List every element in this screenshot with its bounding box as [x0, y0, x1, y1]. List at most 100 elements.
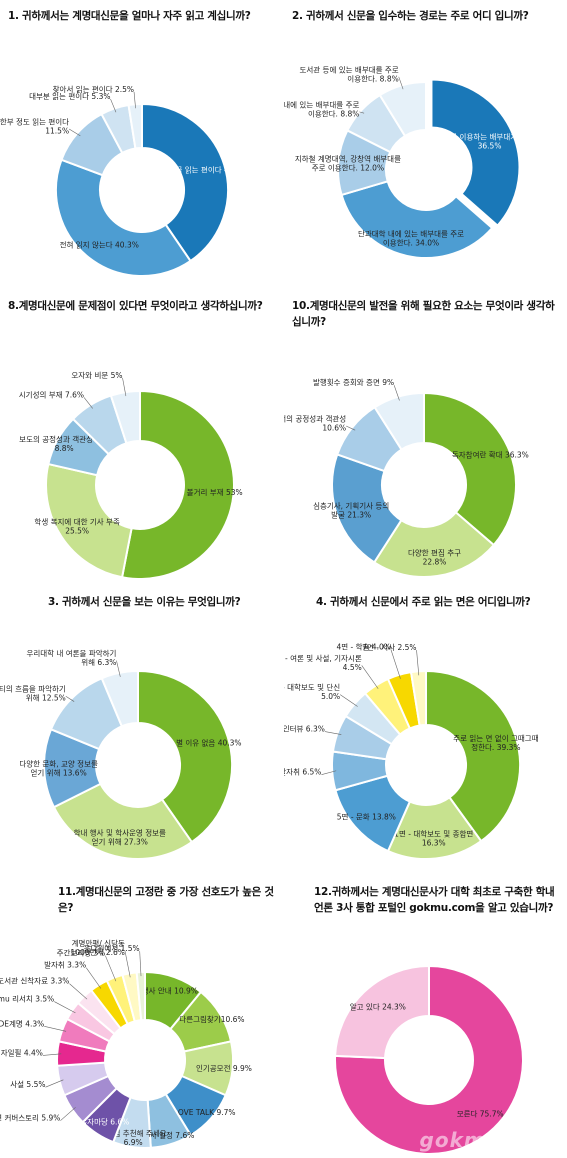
slice-label: 주로 읽는 면 없이 그때그때 정한다. 39.3%	[453, 733, 539, 752]
leader-line	[42, 1053, 62, 1056]
slice-label: 보도의 공정성과 객관성 결여 8.8%	[19, 434, 109, 453]
slice-label: LOVE TALK 9.7%	[174, 1108, 236, 1117]
pie-slice	[373, 391, 425, 451]
leader-line	[339, 694, 358, 707]
panel-q10: 10.계명대신문의 발전을 위해 필요한 요소는 무엇이라 생각하십니까? 독자…	[284, 290, 567, 578]
pie-slice	[141, 102, 229, 263]
slice-label: 인기공모전 9.9%	[196, 1063, 252, 1073]
watermark: gokmu.com	[419, 1128, 559, 1152]
slice-label: 대부분 읽는 편이다 5.3%	[29, 91, 110, 101]
leader-line	[139, 951, 142, 977]
slice-label: 다양한 편집 추구 22.8%	[408, 548, 461, 567]
leader-line	[45, 1079, 64, 1088]
slice-label: 모른다 75.7%	[457, 1109, 504, 1118]
chart-title: 12.귀하께서는 계명대신문사가 대학 최초로 구축한 학내언론 3사 통합 포…	[314, 886, 555, 914]
leader-line	[321, 770, 337, 775]
donut-chart-q11: 행사 안내 10.9% 다른그림찾기10.6% 인기공모전 9.9% LOVE TAL…	[0, 938, 252, 1149]
slice-label: 지하철 계명대역, 강창역 배부대를 주로 이용한다. 12.0%	[295, 153, 401, 172]
slice-label: 볼거리 부재 53%	[187, 488, 243, 497]
slice-label: 가끔 읽는 편이다 40.5%	[169, 165, 248, 175]
leader-line	[324, 731, 342, 735]
chart-title: 1. 귀하께서는 계명대신문을 얼마나 자주 읽고 계십니까?	[8, 10, 251, 22]
leader-line	[390, 649, 401, 679]
panel-q8: 8.계명대신문에 문제점이 있다면 무엇이라고 생각하십니까? 볼거리 부재 5…	[0, 290, 283, 578]
leader-line	[398, 76, 404, 90]
slice-label: 교수님 추천해 주세요 6.9%	[100, 1128, 167, 1147]
slice-label: gokmu 리서치 3.5%	[0, 995, 54, 1004]
pie-slice	[135, 970, 146, 1022]
slice-label: 별 이유 없음 40.3%	[176, 738, 241, 748]
slice-label: 주간브리핑 3%	[57, 948, 106, 958]
leader-line	[110, 98, 117, 113]
leader-line	[83, 397, 93, 409]
donut-chart-q8: 볼거리 부재 53% 학생 복지에 대한 기사 부족 25.5% 보도의 공정성과 객…	[19, 370, 243, 578]
slice-label: 학생 복지에 대한 기사 부족 25.5%	[34, 516, 120, 535]
pie-slice	[100, 669, 139, 728]
chart-title: 10.계명대신문의 발전을 위해 필요한 요소는 무엇이라 생각하십니까?	[292, 300, 555, 328]
slice-label: 심층기사, 기획기사 등의 발굴 21.3%	[313, 500, 389, 519]
pie-slice	[372, 510, 496, 578]
panel-q3: 3. 귀하께서 신문을 보는 이유는 무엇입니까? 별 이유 없음 40.3% 학…	[0, 580, 283, 868]
slice-label: 오자와 비문 5%	[71, 370, 122, 380]
slice-label: 주로 이용하는 배부대가 없다. 36.5%	[443, 132, 535, 151]
donut-chart-q3: 별 이유 없음 40.3% 학내 행사 및 학사운영 정보를 얻기 위해 27.3%…	[0, 648, 242, 860]
pie-slice	[127, 102, 143, 150]
slice-label: 발행횟수 증회와 증면 9%	[313, 377, 394, 387]
slice-label: 4면 - 학술 4.0%	[336, 641, 390, 651]
slice-label: 행사 안내 10.9%	[142, 986, 198, 996]
pie-slice	[386, 795, 483, 860]
leader-line	[124, 950, 131, 978]
leader-line	[346, 425, 356, 431]
slice-label: 찾아서 읽는 편이다 2.5%	[53, 84, 134, 94]
slice-label: 학내 행사 및 학사운영 정보를 얻기 위해 27.3%	[74, 827, 166, 846]
pie-slice	[409, 669, 427, 727]
pie-slice	[55, 158, 192, 277]
pie-slice	[423, 391, 517, 547]
pie-slice	[331, 453, 403, 564]
pie-slice	[430, 78, 521, 227]
leader-line	[361, 665, 379, 689]
donut-chart-q1: 가끔 읽는 편이다 40.5% 전혀 읽지 않는다 40.3% 한달에 한부 정도 …	[0, 84, 248, 277]
slice-label: 운다원에서 1.5%	[84, 944, 140, 953]
slice-label: 학사 일정 7.6%	[143, 1130, 194, 1140]
panel-q1: 1. 귀하께서는 계명대신문을 얼마나 자주 읽고 계십니까? 가끔 읽는 편이…	[0, 0, 283, 288]
slice-label: 도서관 신착자료 3.3%	[0, 976, 69, 986]
chart-title: 3. 귀하께서 신문을 보는 이유는 무엇입니까?	[48, 596, 241, 608]
slice-label: 단과대학 내에 있는 배부대를 주로 이용한다. 34.0%	[358, 229, 464, 248]
pie-slice	[45, 462, 133, 578]
panel-q11: 11.계명대신문의 고정란 중 가장 선호도가 높은 것은? 행사 안내 10.…	[0, 870, 283, 1158]
pie-slice	[120, 389, 235, 578]
slice-label: 독자마당 6.6%	[80, 1117, 129, 1127]
slice-label: 5면 - 문화 13.8%	[337, 812, 396, 822]
slice-label: 다른그림찾기10.6%	[179, 1014, 244, 1024]
slice-label: 8면 - 발자취 6.5%	[284, 767, 321, 777]
slice-label: 시기성의 부재 7.6%	[19, 389, 84, 399]
pie-slice	[334, 964, 430, 1060]
slice-label: 3면 - 대학보도 및 단신5.0%	[284, 682, 340, 701]
leader-line	[122, 377, 127, 397]
leader-line	[68, 128, 81, 137]
leader-line	[359, 111, 365, 114]
slice-label: 독자참여란 확대 36.3%	[452, 450, 529, 460]
slice-label: 기자일필 4.4%	[0, 1047, 43, 1057]
slice-label: 1면 - 대학보도 및 종합면 16.3%	[394, 829, 473, 848]
pie-slice	[52, 782, 194, 860]
pie-slice	[378, 80, 427, 138]
donut-chart-q2: 주로 이용하는 배부대가 없다. 36.5% 단과대학 내에 있는 배부대를 주로 이…	[284, 64, 536, 259]
leader-line	[133, 91, 136, 109]
slice-label: 우리대학 내 여론을 파악하기 위해 6.3%	[26, 648, 116, 667]
chart-title: 2. 귀하께서 신문을 입수하는 경로는 주로 어디 입니까?	[292, 10, 529, 22]
chart-title: 4. 귀하께서 신문에서 주로 읽는 면은 어디입니까?	[316, 596, 531, 608]
pie-slice	[137, 669, 233, 844]
leader-line	[65, 695, 75, 702]
slice-label: PRIDE계명 4.3%	[0, 1018, 44, 1028]
leader-line	[44, 1026, 67, 1032]
pie-slice	[334, 964, 524, 1155]
donut-chart-q12: 모른다 75.7% 알고 있다 24.3%	[334, 964, 524, 1155]
slice-label: 7면 - 시사 2.5%	[362, 642, 416, 652]
slice-label: 도서관 등에 있는 배부대를 주로 이용한다. 8.8%	[299, 64, 398, 83]
leader-line	[60, 1107, 76, 1121]
panel-q12: 12.귀하께서는 계명대신문사가 대학 최초로 구축한 학내언론 3사 통합 포…	[284, 870, 567, 1158]
